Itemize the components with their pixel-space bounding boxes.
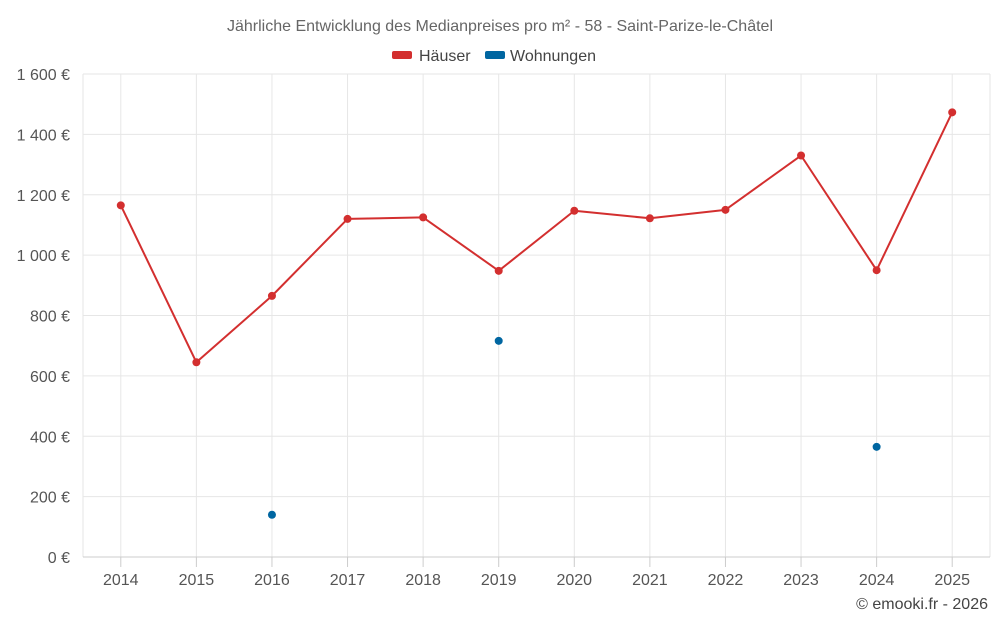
chart-title: Jährliche Entwicklung des Medianpreises …: [227, 18, 773, 35]
legend-label-wohnungen: Wohnungen: [510, 48, 596, 65]
series-wohnungen: [267, 336, 881, 519]
y-tick-label: 400 €: [30, 429, 70, 446]
data-point-hauser[interactable]: [192, 358, 201, 367]
axes: 0 € 200 € 400 € 600 € 800 € 1 000 € 1 200 € 1 4…: [17, 67, 990, 589]
x-tick-label: 2018: [405, 572, 441, 589]
y-tick-label: 600 €: [30, 369, 70, 386]
x-tick-label: 2023: [783, 572, 819, 589]
data-point-hauser[interactable]: [721, 205, 730, 214]
x-tick-label: 2021: [632, 572, 668, 589]
series-line-hauser: [119, 111, 954, 364]
data-point-hauser[interactable]: [494, 266, 503, 275]
y-tick-label: 0 €: [48, 550, 70, 567]
legend-swatch-haeuser: [392, 51, 412, 59]
x-tick-label: 2016: [254, 572, 290, 589]
legend-label-haeuser: Häuser: [419, 48, 471, 65]
x-tick-label: 2019: [481, 572, 517, 589]
x-tick-label: 2015: [179, 572, 215, 589]
legend: Häuser Wohnungen: [392, 48, 596, 65]
x-tick-label: 2025: [934, 572, 970, 589]
data-point-wohnungen[interactable]: [494, 336, 503, 345]
credit-text: © emooki.fr - 2026: [856, 596, 988, 613]
data-point-hauser[interactable]: [948, 108, 957, 117]
legend-swatch-wohnungen: [485, 51, 505, 59]
y-tick-label: 1 600 €: [17, 67, 70, 84]
data-point-hauser[interactable]: [116, 201, 125, 210]
data-point-hauser[interactable]: [343, 214, 352, 223]
legend-item-wohnungen[interactable]: Wohnungen: [485, 48, 596, 65]
y-tick-label: 1 200 €: [17, 188, 70, 205]
data-point-hauser[interactable]: [419, 213, 428, 222]
x-tick-label: 2022: [708, 572, 744, 589]
data-point-hauser[interactable]: [267, 291, 276, 300]
series-hauser: [116, 108, 957, 367]
y-tick-label: 1 400 €: [17, 127, 70, 144]
data-point-wohnungen[interactable]: [872, 442, 881, 451]
grid: [82, 73, 991, 557]
y-tick-label: 800 €: [30, 309, 70, 326]
legend-item-haeuser[interactable]: Häuser: [392, 48, 471, 65]
data-point-hauser[interactable]: [872, 266, 881, 275]
x-tick-label: 2024: [859, 572, 895, 589]
x-tick-label: 2020: [556, 572, 592, 589]
data-point-hauser[interactable]: [645, 214, 654, 223]
y-tick-label: 200 €: [30, 490, 70, 507]
series: [116, 108, 957, 519]
data-point-hauser[interactable]: [570, 206, 579, 215]
x-tick-label: 2017: [330, 572, 366, 589]
data-point-hauser[interactable]: [797, 151, 806, 160]
data-point-wohnungen[interactable]: [267, 510, 276, 519]
y-tick-label: 1 000 €: [17, 248, 70, 265]
x-tick-label: 2014: [103, 572, 139, 589]
